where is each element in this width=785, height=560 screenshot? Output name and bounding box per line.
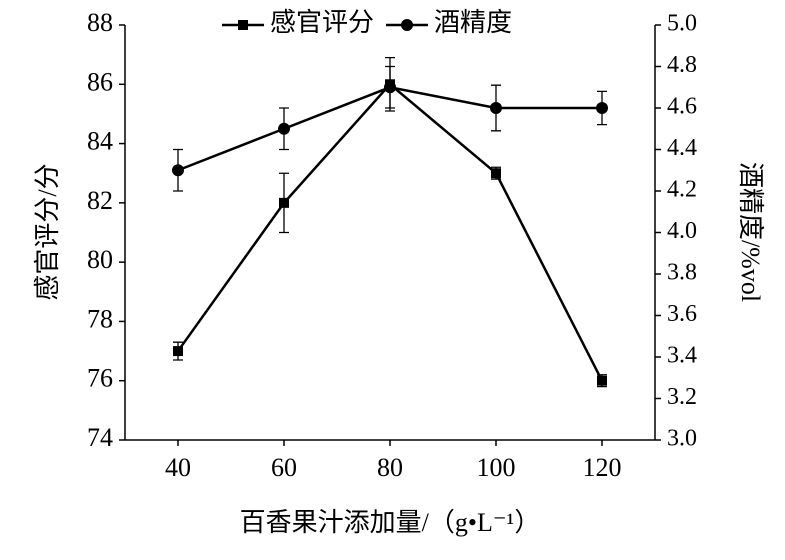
x-tick-label: 100 xyxy=(477,453,516,482)
series-line xyxy=(176,82,604,382)
y2-tick-label: 5.0 xyxy=(667,11,697,37)
y2-tick-label: 4.0 xyxy=(667,218,697,244)
legend-marker xyxy=(238,20,248,30)
y2-tick-label: 4.4 xyxy=(667,135,697,161)
marker xyxy=(596,102,608,114)
y-tick-label: 84 xyxy=(87,127,113,156)
y2-tick-label: 4.2 xyxy=(667,177,697,203)
marker xyxy=(279,197,289,208)
marker xyxy=(172,164,184,177)
legend-label: 感官评分 xyxy=(270,8,374,37)
x-tick-label: 60 xyxy=(271,453,297,482)
y-tick-label: 74 xyxy=(87,423,113,452)
marker xyxy=(597,375,607,386)
y2-tick-label: 3.4 xyxy=(667,343,697,369)
y-tick-label: 88 xyxy=(87,8,113,37)
y2-tick-label: 3.6 xyxy=(667,301,697,327)
y-axis-label: 感官评分/分 xyxy=(33,163,62,300)
y-tick-label: 76 xyxy=(87,364,113,393)
legend-label: 酒精度 xyxy=(434,8,512,37)
y2-tick-label: 4.6 xyxy=(667,94,697,120)
x-tick-label: 40 xyxy=(165,453,191,482)
y2-tick-label: 3.2 xyxy=(667,384,697,410)
y-tick-label: 82 xyxy=(87,186,113,215)
y2-tick-label: 3.0 xyxy=(667,426,697,452)
x-tick-label: 120 xyxy=(583,453,622,482)
marker xyxy=(491,168,501,179)
y-tick-label: 86 xyxy=(87,67,113,96)
x-tick-label: 80 xyxy=(377,453,403,482)
legend-marker xyxy=(401,19,414,31)
marker xyxy=(384,81,396,94)
y2-tick-label: 4.8 xyxy=(667,52,697,78)
y-tick-label: 78 xyxy=(87,304,113,333)
x-axis-label: 百香果汁添加量/（g•L⁻¹） xyxy=(240,508,541,537)
marker xyxy=(490,102,502,114)
y2-tick-label: 3.8 xyxy=(667,260,697,286)
y2-axis-label: 酒精度/%vol xyxy=(736,162,765,302)
marker xyxy=(278,122,290,135)
marker xyxy=(173,346,183,357)
y-tick-label: 80 xyxy=(87,245,113,274)
